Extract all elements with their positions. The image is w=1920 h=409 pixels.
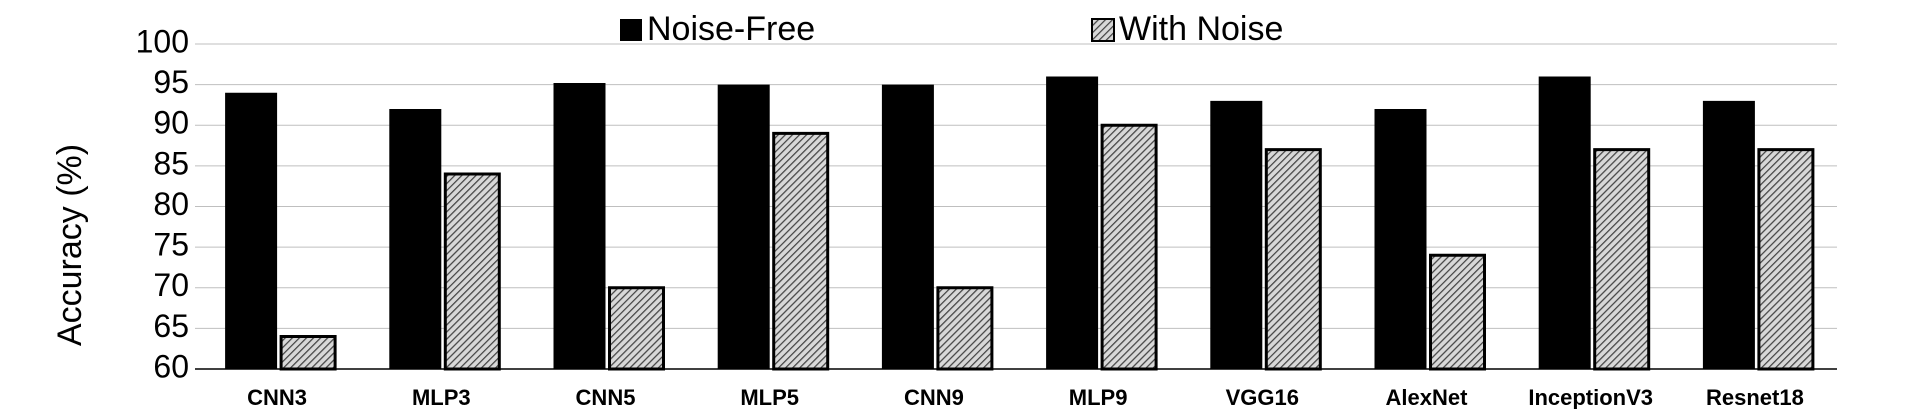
bar (772, 131, 830, 371)
x-tick-label: CNN5 (576, 385, 636, 409)
bar (936, 286, 994, 371)
x-tick-label: InceptionV3 (1528, 385, 1653, 409)
bar (1100, 123, 1158, 371)
bar (1264, 148, 1322, 371)
y-axis-title: Accuracy (%) (51, 144, 89, 346)
bar (608, 286, 665, 371)
legend-label: With Noise (1119, 10, 1283, 48)
bar (1374, 109, 1427, 369)
x-tick-label: CNN9 (904, 385, 964, 409)
bar (553, 83, 606, 369)
bar (1757, 148, 1815, 371)
y-tick-label: 100 (136, 23, 189, 59)
y-tick-label: 65 (153, 308, 189, 344)
bar (1702, 100, 1755, 369)
bar (389, 109, 442, 369)
y-tick-label: 75 (153, 227, 189, 263)
bar (717, 84, 770, 369)
bar (1046, 76, 1099, 369)
bar (881, 84, 934, 369)
y-tick-label: 60 (153, 348, 189, 384)
x-tick-label: Resnet18 (1706, 385, 1804, 409)
legend-swatch (1091, 18, 1115, 42)
y-tick-label: 80 (153, 186, 189, 222)
x-tick-label: MLP5 (740, 385, 799, 409)
x-tick-label: CNN3 (247, 385, 307, 409)
x-tick-label: MLP9 (1069, 385, 1128, 409)
bar (1429, 253, 1486, 371)
y-tick-label: 95 (153, 64, 189, 100)
bar (1538, 76, 1591, 369)
x-tick-label: VGG16 (1226, 385, 1299, 409)
y-tick-label: 90 (153, 105, 189, 141)
legend-swatch (620, 19, 642, 41)
y-tick-label: 85 (153, 145, 189, 181)
y-tick-label: 70 (153, 267, 189, 303)
bar (279, 335, 337, 371)
bar (1210, 100, 1263, 369)
legend-label: Noise-Free (647, 10, 815, 48)
bar (1593, 148, 1651, 371)
bar (443, 172, 501, 371)
bar (225, 92, 278, 369)
x-tick-label: AlexNet (1386, 385, 1469, 409)
x-tick-label: MLP3 (412, 385, 471, 409)
